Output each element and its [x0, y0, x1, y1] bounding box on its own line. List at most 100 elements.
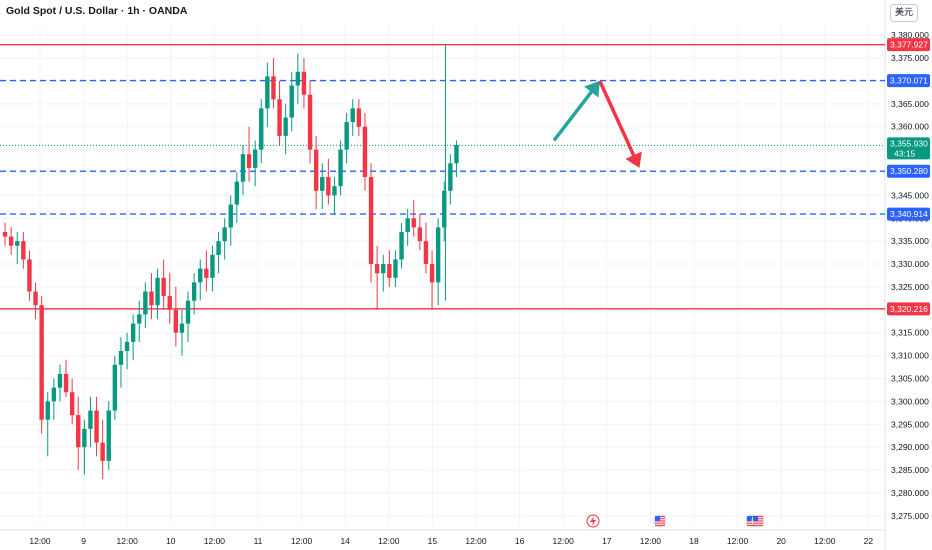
y-tick-label: 3,335.000: [891, 236, 929, 246]
candle-body: [405, 218, 410, 233]
flag-canton: [753, 516, 758, 521]
candle-body: [234, 181, 240, 205]
candle-body: [313, 149, 319, 191]
candle-body: [448, 163, 453, 191]
price-tag-label: 3,377.927: [890, 40, 928, 50]
y-tick-label: 3,330.000: [891, 259, 929, 269]
candle-body: [423, 241, 429, 265]
candle-body: [51, 387, 57, 402]
x-tick-label: 12:00: [814, 536, 836, 546]
y-tick-label: 3,280.000: [891, 488, 929, 498]
candle-body: [228, 204, 233, 228]
y-tick-label: 3,315.000: [891, 328, 929, 338]
candle-body: [155, 277, 160, 306]
candle-body: [118, 351, 124, 365]
candle-body: [326, 177, 331, 196]
x-tick-label: 12:00: [378, 536, 400, 546]
candle-body: [338, 149, 343, 187]
flag-stripe: [655, 522, 665, 524]
candle-body: [454, 145, 459, 164]
y-tick-label: 3,290.000: [891, 442, 929, 452]
candle-body: [429, 264, 435, 283]
x-tick-label: 12:00: [553, 536, 575, 546]
y-tick-label: 3,305.000: [891, 374, 929, 384]
candle-body: [106, 410, 111, 461]
candle-body: [222, 227, 227, 242]
candle-body: [417, 227, 423, 242]
y-tick-label: 3,365.000: [891, 99, 929, 109]
candle-body: [143, 291, 148, 315]
time-axis[interactable]: 12:00 9 12:00 10 12:00 11 12:00 14 12:00 15 12:00 1…: [29, 536, 873, 546]
y-tick-label: 3,325.000: [891, 282, 929, 292]
x-tick-label: 12:00: [291, 536, 313, 546]
x-tick-label: 11: [254, 536, 263, 546]
us-flag-icon: [653, 514, 667, 528]
y-tick-label: 3,380.000: [891, 30, 929, 40]
y-tick-label: 3,375.000: [891, 53, 929, 63]
current-price-tag: [887, 137, 930, 160]
candle-body: [137, 314, 142, 324]
countdown-label: 43:15: [894, 148, 916, 158]
y-tick-label: 3,360.000: [891, 122, 929, 132]
candle-body: [33, 291, 38, 306]
y-tick-label: 3,300.000: [891, 396, 929, 406]
price-tag: [887, 38, 930, 52]
candle-body: [57, 373, 63, 388]
candle-body: [393, 259, 398, 278]
candle-body: [252, 149, 258, 168]
candle-body: [100, 442, 105, 461]
event-markers: [586, 514, 765, 528]
candle-body: [240, 154, 246, 182]
candle-body: [259, 108, 264, 150]
candle-body: [271, 76, 276, 100]
price-tag-label: 3,340.914: [890, 209, 928, 219]
candle-body: [307, 94, 313, 150]
candle-body: [442, 190, 447, 228]
candle-body: [27, 259, 32, 292]
candle-body: [94, 410, 99, 443]
candle-body: [368, 177, 374, 265]
candle-body: [411, 218, 416, 228]
currency-button[interactable]: 美元: [890, 4, 918, 22]
x-tick-label: 22: [864, 536, 874, 546]
candle-body: [216, 241, 221, 255]
y-tick-label: 3,275.000: [891, 511, 929, 521]
lightning-icon: [586, 514, 600, 528]
candle-body: [399, 232, 404, 260]
x-tick-label: 17: [602, 536, 612, 546]
price-tag-label: 3,350.280: [890, 166, 928, 176]
x-tick-label: 12:00: [117, 536, 139, 546]
candle-body: [82, 428, 87, 448]
y-tick-label: 3,310.000: [891, 351, 929, 361]
x-tick-label: 20: [776, 536, 786, 546]
candle-body: [124, 341, 130, 352]
candle-body: [265, 76, 270, 109]
flag-canton: [655, 516, 660, 521]
candle-body: [283, 117, 288, 136]
chart-title: Gold Spot / U.S. Dollar · 1h · OANDA: [6, 5, 188, 17]
current-price-label: 3,355.930: [890, 138, 928, 148]
candle-body: [344, 122, 349, 150]
candle-body: [350, 108, 355, 123]
candle-body: [45, 401, 50, 420]
candle-body: [381, 264, 386, 274]
candle-body: [179, 323, 185, 333]
y-tick-label: 3,345.000: [891, 190, 929, 200]
price-axis[interactable]: 3,380.0003,375.0003,370.0003,365.0003,36…: [891, 30, 929, 521]
price-levels: [0, 43, 885, 310]
candle-body: [21, 241, 26, 260]
candle-body: [8, 236, 14, 246]
flag-stripe: [747, 524, 757, 526]
us-flag-icon: [751, 514, 765, 528]
candle-body: [295, 71, 301, 86]
price-tag: [887, 302, 930, 316]
candle-body: [63, 373, 69, 393]
y-tick-label: 3,295.000: [891, 419, 929, 429]
flag-stripe: [753, 524, 763, 526]
x-tick-label: 15: [428, 536, 438, 546]
candle-body: [149, 291, 154, 306]
candle-body: [301, 71, 307, 95]
x-tick-label: 12:00: [727, 536, 749, 546]
x-tick-label: 10: [166, 536, 176, 546]
